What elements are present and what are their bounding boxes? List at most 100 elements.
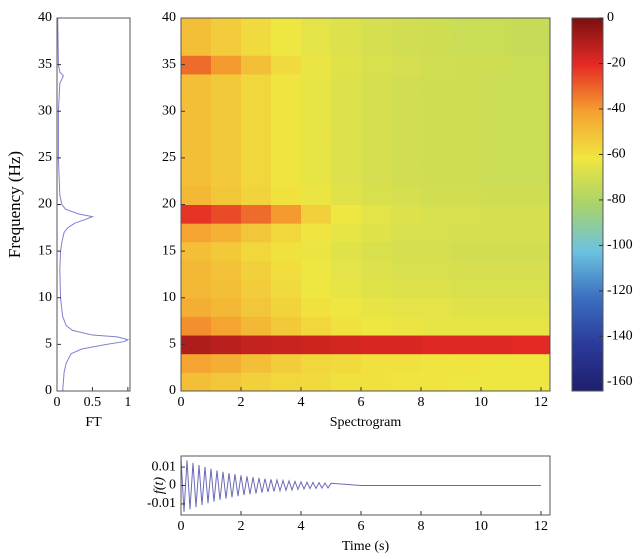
heatmap-cell xyxy=(361,167,392,187)
heatmap-cell xyxy=(211,316,242,336)
heatmap-cell xyxy=(541,129,551,150)
heatmap-cell xyxy=(271,223,302,243)
heatmap-cell xyxy=(511,18,542,38)
x-tick-label: 0 xyxy=(178,519,185,534)
heatmap-cell xyxy=(241,223,272,243)
heatmap-cell xyxy=(541,372,551,392)
heatmap-cell xyxy=(331,353,362,373)
heatmap-cell xyxy=(421,297,452,317)
heatmap-cell xyxy=(301,148,332,168)
heatmap-cell xyxy=(481,18,512,38)
heatmap-cell xyxy=(211,167,242,187)
heatmap-cell xyxy=(361,18,392,38)
heatmap-cell xyxy=(331,18,362,38)
data-line xyxy=(180,457,541,512)
heatmap-cell xyxy=(271,36,302,56)
heatmap-cell xyxy=(541,279,551,299)
heatmap-cell xyxy=(301,167,332,187)
heatmap-cell xyxy=(421,167,452,187)
heatmap-cell xyxy=(421,36,452,56)
heatmap-cell xyxy=(421,18,452,38)
heatmap-cell xyxy=(451,185,482,205)
x-tick-label: 4 xyxy=(298,395,305,410)
heatmap-cell xyxy=(481,223,512,243)
x-tick-label: 10 xyxy=(474,395,488,410)
colorbar-tick-label: -120 xyxy=(607,283,633,298)
heatmap-cell xyxy=(391,297,422,317)
heatmap-cell xyxy=(181,335,212,355)
heatmap-cell xyxy=(541,36,551,56)
y-tick-label: 40 xyxy=(38,10,52,25)
y-tick-label: 5 xyxy=(169,337,176,352)
heatmap-cell xyxy=(481,73,512,94)
heatmap-cell xyxy=(391,18,422,38)
heatmap-cell xyxy=(361,335,392,355)
heatmap-cell xyxy=(421,129,452,150)
heatmap-cell xyxy=(271,167,302,187)
heatmap-cell xyxy=(541,148,551,168)
heatmap-cell xyxy=(391,55,422,75)
heatmap-cell xyxy=(211,260,242,280)
heatmap-cell xyxy=(361,316,392,336)
heatmap-cell xyxy=(211,111,242,131)
heatmap-cell xyxy=(181,223,212,243)
y-tick-label: 40 xyxy=(162,10,176,25)
colorbar-tick-label: -160 xyxy=(607,374,633,389)
heatmap-cell xyxy=(211,223,242,243)
heatmap-cell xyxy=(451,111,482,131)
heatmap-cell xyxy=(361,279,392,299)
heatmap-cell xyxy=(481,148,512,168)
heatmap-cell xyxy=(271,55,302,75)
heatmap-cell xyxy=(421,335,452,355)
heatmap-cell xyxy=(511,111,542,131)
heatmap-cell xyxy=(451,36,482,56)
heatmap-cell xyxy=(181,92,212,112)
heatmap-cell xyxy=(391,353,422,373)
heatmap-cell xyxy=(511,353,542,373)
heatmap-cell xyxy=(511,148,542,168)
x-tick-label: 0.5 xyxy=(84,395,102,410)
heatmap-cell xyxy=(181,316,212,336)
heatmap-cell xyxy=(361,260,392,280)
y-axis-label: Frequency (Hz) xyxy=(5,151,24,258)
heatmap-cell xyxy=(421,111,452,131)
heatmap-cell xyxy=(241,18,272,38)
colorbar xyxy=(571,17,604,392)
y-tick-label: 25 xyxy=(38,150,52,165)
y-tick-label: 5 xyxy=(45,337,52,352)
heatmap-cell xyxy=(271,353,302,373)
heatmap-cell xyxy=(451,241,482,261)
heatmap-cell xyxy=(361,297,392,317)
heatmap-cell xyxy=(271,335,302,355)
heatmap-cell xyxy=(391,204,422,224)
heatmap-cell xyxy=(211,55,242,75)
heatmap-cell xyxy=(361,111,392,131)
heatmap-cell xyxy=(511,185,542,205)
heatmap-cell xyxy=(511,279,542,299)
heatmap-cell xyxy=(181,185,212,205)
heatmap-cell xyxy=(301,204,332,224)
heatmap-cell xyxy=(241,204,272,224)
heatmap-cell xyxy=(211,372,242,392)
y-tick-label: 0 xyxy=(169,478,176,493)
heatmap-cell xyxy=(421,353,452,373)
heatmap-cell xyxy=(331,372,362,392)
heatmap-cell xyxy=(511,73,542,94)
heatmap-cell xyxy=(211,18,242,38)
heatmap-cell xyxy=(331,279,362,299)
heatmap-cell xyxy=(331,167,362,187)
heatmap-cell xyxy=(301,223,332,243)
heatmap-cell xyxy=(211,204,242,224)
heatmap-cell xyxy=(331,223,362,243)
heatmap-cell xyxy=(271,92,302,112)
y-tick-label: 0 xyxy=(45,383,52,398)
heatmap-cell xyxy=(241,111,272,131)
heatmap-cell xyxy=(301,185,332,205)
heatmap-cell xyxy=(541,55,551,75)
y-tick-label: 10 xyxy=(38,290,52,305)
heatmap-cell xyxy=(451,260,482,280)
heatmap-cell xyxy=(301,372,332,392)
x-tick-label: 1 xyxy=(124,395,131,410)
heatmap-cell xyxy=(421,260,452,280)
heatmap-cell xyxy=(451,148,482,168)
